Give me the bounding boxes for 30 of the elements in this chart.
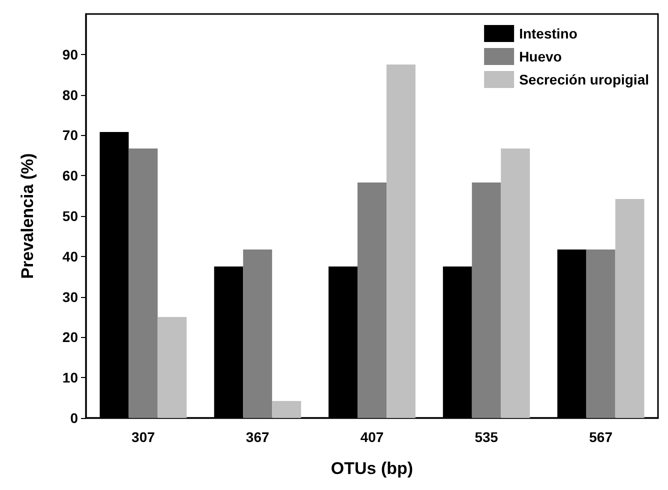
x-tick-label: 567 — [589, 429, 613, 445]
y-tick-label: 70 — [62, 127, 78, 144]
y-axis-title: Prevalencia (%) — [18, 153, 37, 279]
x-tick-label: 307 — [132, 429, 156, 445]
x-tick-label: 367 — [246, 429, 270, 445]
y-tick-label: 50 — [62, 208, 78, 224]
y-tick-label: 30 — [62, 288, 78, 305]
bar — [272, 401, 302, 418]
legend-label: Huevo — [519, 48, 562, 64]
y-tick-label: 40 — [62, 248, 78, 264]
bar — [386, 64, 416, 418]
x-tick-label: 407 — [360, 429, 384, 445]
x-tick-label: 535 — [474, 429, 498, 445]
x-axis-title: OTUs (bp) — [330, 459, 414, 478]
bar — [128, 148, 158, 418]
legend-label: Secreción uropigial — [519, 72, 650, 88]
bar — [358, 182, 386, 418]
bar — [586, 250, 616, 418]
bar — [158, 317, 187, 418]
bar — [243, 250, 272, 418]
y-tick-label: 20 — [62, 329, 78, 346]
legend-label: Intestino — [519, 26, 578, 42]
y-tick-label: 80 — [62, 86, 78, 103]
y-tick-label: 60 — [62, 168, 78, 184]
bar — [472, 182, 501, 418]
y-tick-label: 10 — [62, 370, 78, 386]
bar — [615, 199, 644, 418]
bar — [500, 148, 530, 418]
y-tick-label: 90 — [62, 46, 78, 62]
y-tick-label: 0 — [70, 410, 78, 426]
